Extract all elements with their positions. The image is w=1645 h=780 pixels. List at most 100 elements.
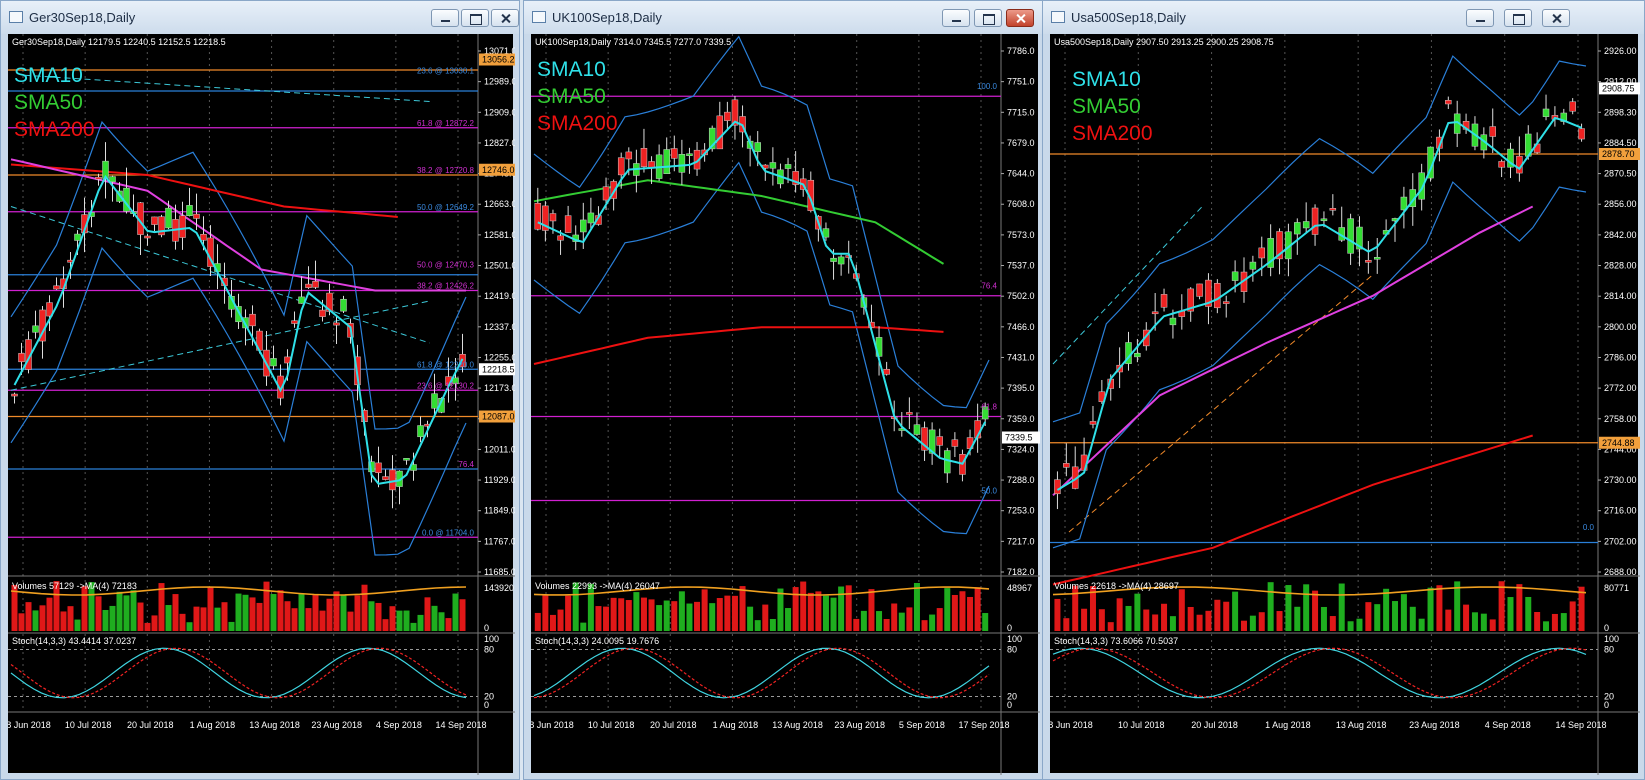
close-button[interactable]: [1542, 9, 1570, 27]
volume-bar: [214, 607, 221, 631]
candle-body: [981, 406, 989, 420]
volume-bar: [1516, 584, 1523, 631]
volume-bar: [1116, 598, 1123, 631]
volume-bar: [235, 593, 242, 631]
volume-bar: [1276, 611, 1283, 631]
maximize-button[interactable]: [974, 9, 1002, 27]
stoch-tick-label: 100: [484, 634, 499, 644]
volume-bar: [747, 606, 754, 631]
maximize-button[interactable]: [461, 9, 489, 27]
price-tick-label: 12501.0: [484, 261, 515, 271]
volume-bar: [39, 605, 46, 631]
volume-bar: [200, 607, 207, 631]
candle-body: [769, 162, 777, 169]
date-tick-label: 1 Aug 2018: [190, 720, 236, 730]
volume-bar: [1445, 609, 1452, 631]
trend-line: [24, 74, 430, 102]
ger30-chart[interactable]: 28 Jun 2018 10 Jul 2018 20 Jul 2018 1 Aug 2…: [8, 34, 515, 775]
price-tick-label: 2884.50: [1604, 138, 1637, 148]
date-tick-label: 1 Aug 2018: [713, 720, 759, 730]
volume-bar: [1374, 604, 1381, 631]
usa500-chart[interactable]: 28 Jun 2018 10 Jul 2018 20 Jul 2018 1 Aug 2…: [1050, 34, 1640, 775]
candle-body: [151, 216, 158, 225]
volume-bar: [648, 599, 655, 631]
price-marker-label: 12087.0: [482, 412, 515, 422]
stoch-k-line: [533, 647, 990, 699]
usa500-chart-area[interactable]: 28 Jun 2018 10 Jul 2018 20 Jul 2018 1 Aug 2…: [1050, 34, 1640, 775]
volume-bar: [368, 601, 375, 631]
candle-body: [1418, 172, 1425, 200]
date-tick-label: 23 Aug 2018: [311, 720, 362, 730]
candle-body: [542, 205, 549, 231]
candle-body: [144, 235, 151, 239]
fib-level-label: 76.4: [981, 282, 997, 291]
price-marker-label: 2908.75: [1602, 83, 1635, 93]
price-tick-label: 2870.50: [1604, 169, 1637, 179]
date-tick-label: 28 Jun 2018: [8, 720, 51, 730]
volume-bar: [242, 594, 249, 631]
volume-bar: [1507, 597, 1514, 631]
usa500-titlebar[interactable]: Usa500Sep18,Daily: [1043, 1, 1644, 34]
price-tick-label: 12419.0: [484, 291, 515, 301]
volume-tick-label: 48967: [1007, 583, 1032, 593]
volume-bar: [1418, 618, 1425, 631]
uk100-chart-area[interactable]: 28 Jun 2018 10 Jul 2018 20 Jul 2018 1 Aug 2…: [531, 34, 1040, 775]
volume-bar: [1169, 616, 1176, 631]
candle-body: [340, 298, 347, 312]
price-tick-label: 2716.00: [1604, 506, 1637, 516]
uk100-titlebar[interactable]: UK100Sep18,Daily: [524, 1, 1044, 34]
fib-level-label: 50.0 @ 12470.3: [417, 261, 475, 270]
volume-bar: [1294, 606, 1301, 631]
candle-body: [1356, 226, 1363, 250]
price-tick-label: 7537.0: [1007, 261, 1035, 271]
candle-body: [1143, 329, 1150, 347]
volume-bar: [731, 595, 738, 631]
price-marker-box: [479, 53, 515, 66]
volume-bar: [1081, 608, 1088, 631]
uk100-chart[interactable]: 28 Jun 2018 10 Jul 2018 20 Jul 2018 1 Aug 2…: [531, 34, 1040, 775]
fib-level-label: 61.8: [981, 402, 997, 411]
volume-bar: [123, 595, 130, 631]
candle-body: [708, 127, 716, 150]
volume-bar: [137, 602, 144, 631]
price-marker-label: 7339.5: [1005, 433, 1033, 443]
close-button[interactable]: [1006, 9, 1034, 27]
bollinger-band-lower: [10, 246, 467, 556]
minimize-button[interactable]: [1466, 9, 1494, 27]
volume-bar: [694, 601, 701, 631]
chart-window-icon: [9, 11, 23, 23]
volume-bar: [815, 591, 822, 631]
chart-window-icon: [532, 11, 546, 23]
volume-bar: [830, 597, 837, 631]
usa500-window[interactable]: Usa500Sep18,Daily 28 Jun 2018 10 Jul 2018…: [1042, 0, 1645, 780]
candle-body: [1258, 247, 1266, 259]
maximize-button[interactable]: [1504, 9, 1532, 27]
volume-bar: [785, 608, 792, 631]
ger30-chart-area[interactable]: 28 Jun 2018 10 Jul 2018 20 Jul 2018 1 Aug 2…: [8, 34, 515, 775]
volume-bar: [116, 591, 123, 631]
volume-bar: [777, 588, 784, 631]
candle-body: [1160, 294, 1168, 308]
volume-bar: [1107, 622, 1114, 631]
candle-body: [1134, 353, 1141, 358]
ger30-titlebar[interactable]: Ger30Sep18,Daily: [1, 1, 519, 34]
price-tick-label: 12011.0: [484, 444, 515, 454]
volume-bar: [18, 613, 25, 631]
minimize-button[interactable]: [942, 9, 970, 27]
volume-ma-line: [1052, 586, 1587, 596]
candle-body: [686, 153, 693, 156]
volume-bar: [1320, 606, 1327, 631]
price-tick-label: 7431.0: [1007, 352, 1035, 362]
volume-bar: [1578, 586, 1585, 631]
price-tick-label: 11685.0: [484, 567, 515, 577]
sma-legend-label: SMA10: [1072, 68, 1141, 91]
close-button[interactable]: [491, 9, 519, 27]
volume-bar: [1569, 601, 1576, 631]
minimize-button[interactable]: [431, 9, 459, 27]
volume-bar: [663, 600, 670, 631]
volume-bar: [716, 598, 723, 631]
price-marker-label: 13056.2: [482, 55, 515, 65]
price-tick-label: 7395.0: [1007, 383, 1035, 393]
